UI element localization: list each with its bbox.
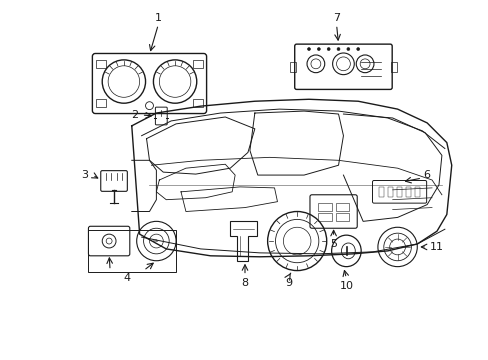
Bar (192, 60, 202, 68)
Circle shape (356, 48, 359, 50)
Bar (414, 187, 419, 197)
Bar (405, 187, 410, 197)
Bar (396, 187, 401, 197)
Bar (88, 230, 176, 271)
Circle shape (346, 48, 349, 50)
Text: 3: 3 (81, 170, 88, 180)
Bar (387, 187, 392, 197)
Text: 11: 11 (429, 242, 443, 252)
Text: 8: 8 (241, 278, 248, 288)
Bar (335, 203, 348, 211)
Circle shape (336, 48, 339, 50)
Circle shape (317, 48, 320, 50)
Text: dlb: dlb (153, 239, 159, 243)
Bar (390, 62, 396, 72)
Bar (335, 213, 348, 221)
Circle shape (326, 48, 329, 50)
Circle shape (307, 48, 310, 50)
Bar (192, 99, 202, 107)
Bar (317, 203, 331, 211)
Bar (379, 187, 384, 197)
Bar (289, 62, 295, 72)
Text: 10: 10 (339, 281, 353, 291)
Text: 1: 1 (155, 13, 162, 23)
Text: 9: 9 (285, 278, 292, 288)
Text: 4: 4 (123, 274, 130, 283)
Bar (317, 213, 331, 221)
Text: 5: 5 (329, 239, 336, 249)
Bar (96, 99, 106, 107)
Text: 2: 2 (131, 110, 138, 120)
Text: 7: 7 (332, 13, 340, 23)
Bar (96, 60, 106, 68)
Text: 6: 6 (423, 170, 430, 180)
